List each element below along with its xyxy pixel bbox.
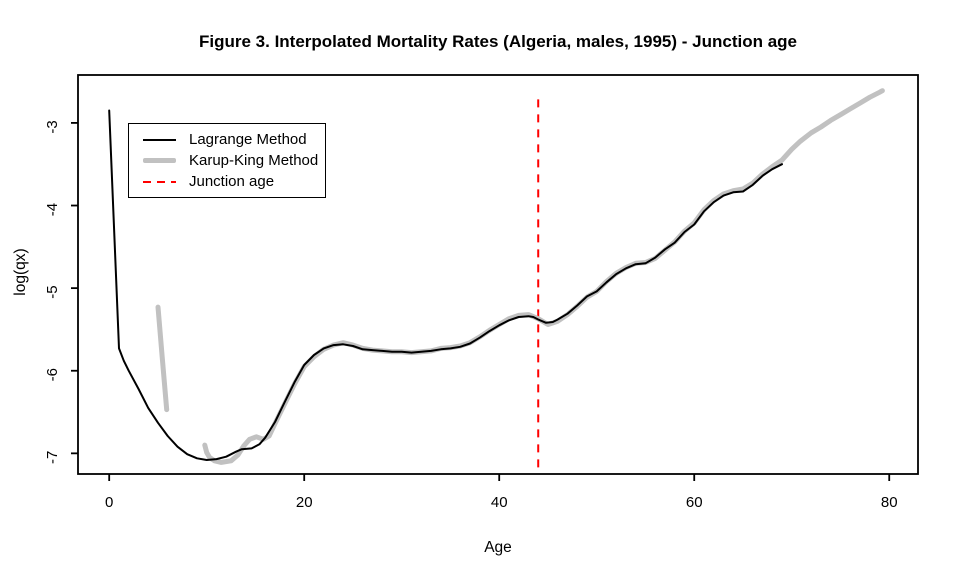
legend-label-karup-king: Karup-King Method [189,152,319,169]
legend-item-karup-king: Karup-King Method [129,152,325,170]
plot-border [77,74,919,475]
chart-title: Figure 3. Interpolated Mortality Rates (… [199,32,797,51]
x-axis-title: Age [484,539,512,556]
x-tick-label: 60 [686,494,703,511]
lagrange-line [108,109,783,461]
legend-label-lagrange: Lagrange Method [189,131,307,148]
legend-item-junction-age: Junction age [129,173,325,191]
x-tick-label: 80 [881,494,898,511]
lagrange-line-swatch-icon [143,138,176,141]
karup-king-young-segment [155,304,170,413]
legend-item-lagrange: Lagrange Method [129,131,325,149]
y-tick-label: -3 [44,120,61,133]
x-tick-label: 40 [491,494,508,511]
karup-king-line-swatch-icon [143,158,176,163]
legend-label-junction-age: Junction age [189,173,275,190]
y-axis-title: log(qx) [12,248,29,296]
x-tick-label: 20 [296,494,313,511]
y-tick-label: -6 [44,368,61,381]
legend: Lagrange Method Karup-King Method Juncti… [128,123,326,198]
junction-age-line-swatch-icon [143,180,176,183]
x-tick-label: 0 [105,494,113,511]
y-tick-label: -5 [44,285,61,298]
y-tick-label: -4 [44,203,61,216]
y-tick-label: -7 [44,451,61,464]
